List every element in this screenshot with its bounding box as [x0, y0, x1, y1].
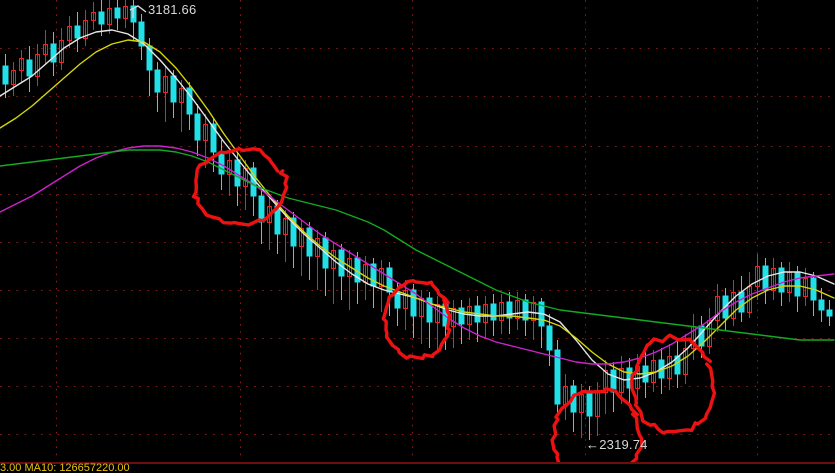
candle-body-up [483, 304, 488, 323]
red-circle-4 [630, 333, 717, 435]
candle-body-down [674, 355, 681, 375]
candle-body-down [26, 59, 33, 77]
candle-body-down [546, 325, 553, 351]
candle-body-up [107, 8, 112, 25]
candle-body-down [186, 87, 193, 115]
candle-body-up [35, 54, 40, 77]
ma-yellow-line [0, 39, 835, 375]
candle-body-up [163, 76, 168, 93]
candle-body-up [683, 348, 688, 375]
candle-body-up [43, 44, 48, 55]
candle-body-up [283, 218, 288, 235]
candle-body-up [499, 302, 504, 321]
candle-body-down [194, 113, 201, 141]
candle-body-up [515, 300, 520, 319]
candle-body-up [299, 228, 304, 247]
candle-body-up [531, 302, 536, 321]
red-circle-1 [191, 146, 289, 227]
candle-body-up [403, 290, 408, 309]
low-price-value: 2319.74 [599, 437, 648, 452]
candle-body-up [331, 250, 336, 269]
candle-body-down [74, 25, 81, 39]
candle-body-up [203, 124, 208, 141]
candle-body-down [218, 151, 225, 175]
candle-body-down [738, 291, 745, 313]
status-separator [0, 462, 835, 464]
candle-body-down [2, 65, 9, 85]
high-price-callout: 3181.66 [148, 2, 197, 17]
candle-body-down [778, 267, 785, 293]
candle-body-up [91, 12, 96, 21]
status-bar: 3.00 MA10: 126657220.00 [0, 462, 835, 473]
candle-body-down [306, 227, 313, 257]
candle-body-down [826, 309, 833, 317]
ma-green-line [0, 149, 835, 341]
candle-body-down [506, 301, 513, 319]
candle-body-down [458, 307, 465, 325]
volume-ma-readout: 3.00 MA10: 126657220.00 [0, 462, 130, 473]
candle-body-up [11, 70, 16, 85]
candle-body-up [771, 268, 776, 291]
low-price-callout: ←2319.74 [586, 437, 648, 452]
candle-body-up [179, 88, 184, 103]
candle-body-up [83, 20, 88, 39]
candle-body-down [50, 43, 57, 63]
candle-body-up [451, 308, 456, 327]
candle-body-up [715, 296, 720, 321]
candle-body-down [98, 11, 105, 25]
ma-magenta-line [0, 145, 835, 365]
callout-pointer-layer [129, 5, 147, 18]
candle-body-down [170, 75, 177, 103]
candle-body-down [154, 69, 161, 93]
candle-body-down [794, 271, 801, 297]
red-circle-2 [381, 279, 452, 361]
candle-body-up [603, 370, 608, 393]
candle-body-down [138, 21, 145, 47]
candle-body-down [114, 7, 121, 19]
candle-body-up [435, 304, 440, 323]
candle-body-down [818, 299, 825, 311]
candle-body-down [290, 217, 297, 247]
candle-body-down [490, 303, 497, 321]
candle-body-down [554, 349, 561, 405]
candle-body-up [379, 268, 384, 287]
candle-body-up [123, 6, 128, 19]
candle-body-up [755, 266, 760, 287]
candle-body-down [522, 299, 529, 321]
candle-body-down [410, 289, 417, 317]
candle-body-down [426, 297, 433, 323]
candle-body-up [67, 26, 72, 41]
candle-body-up [19, 58, 24, 71]
candle-body-up [579, 394, 584, 413]
candle-body-down [586, 393, 593, 417]
left-arrow-icon: ← [586, 437, 600, 452]
candle-body-down [210, 123, 217, 153]
candle-body-down [258, 195, 265, 223]
